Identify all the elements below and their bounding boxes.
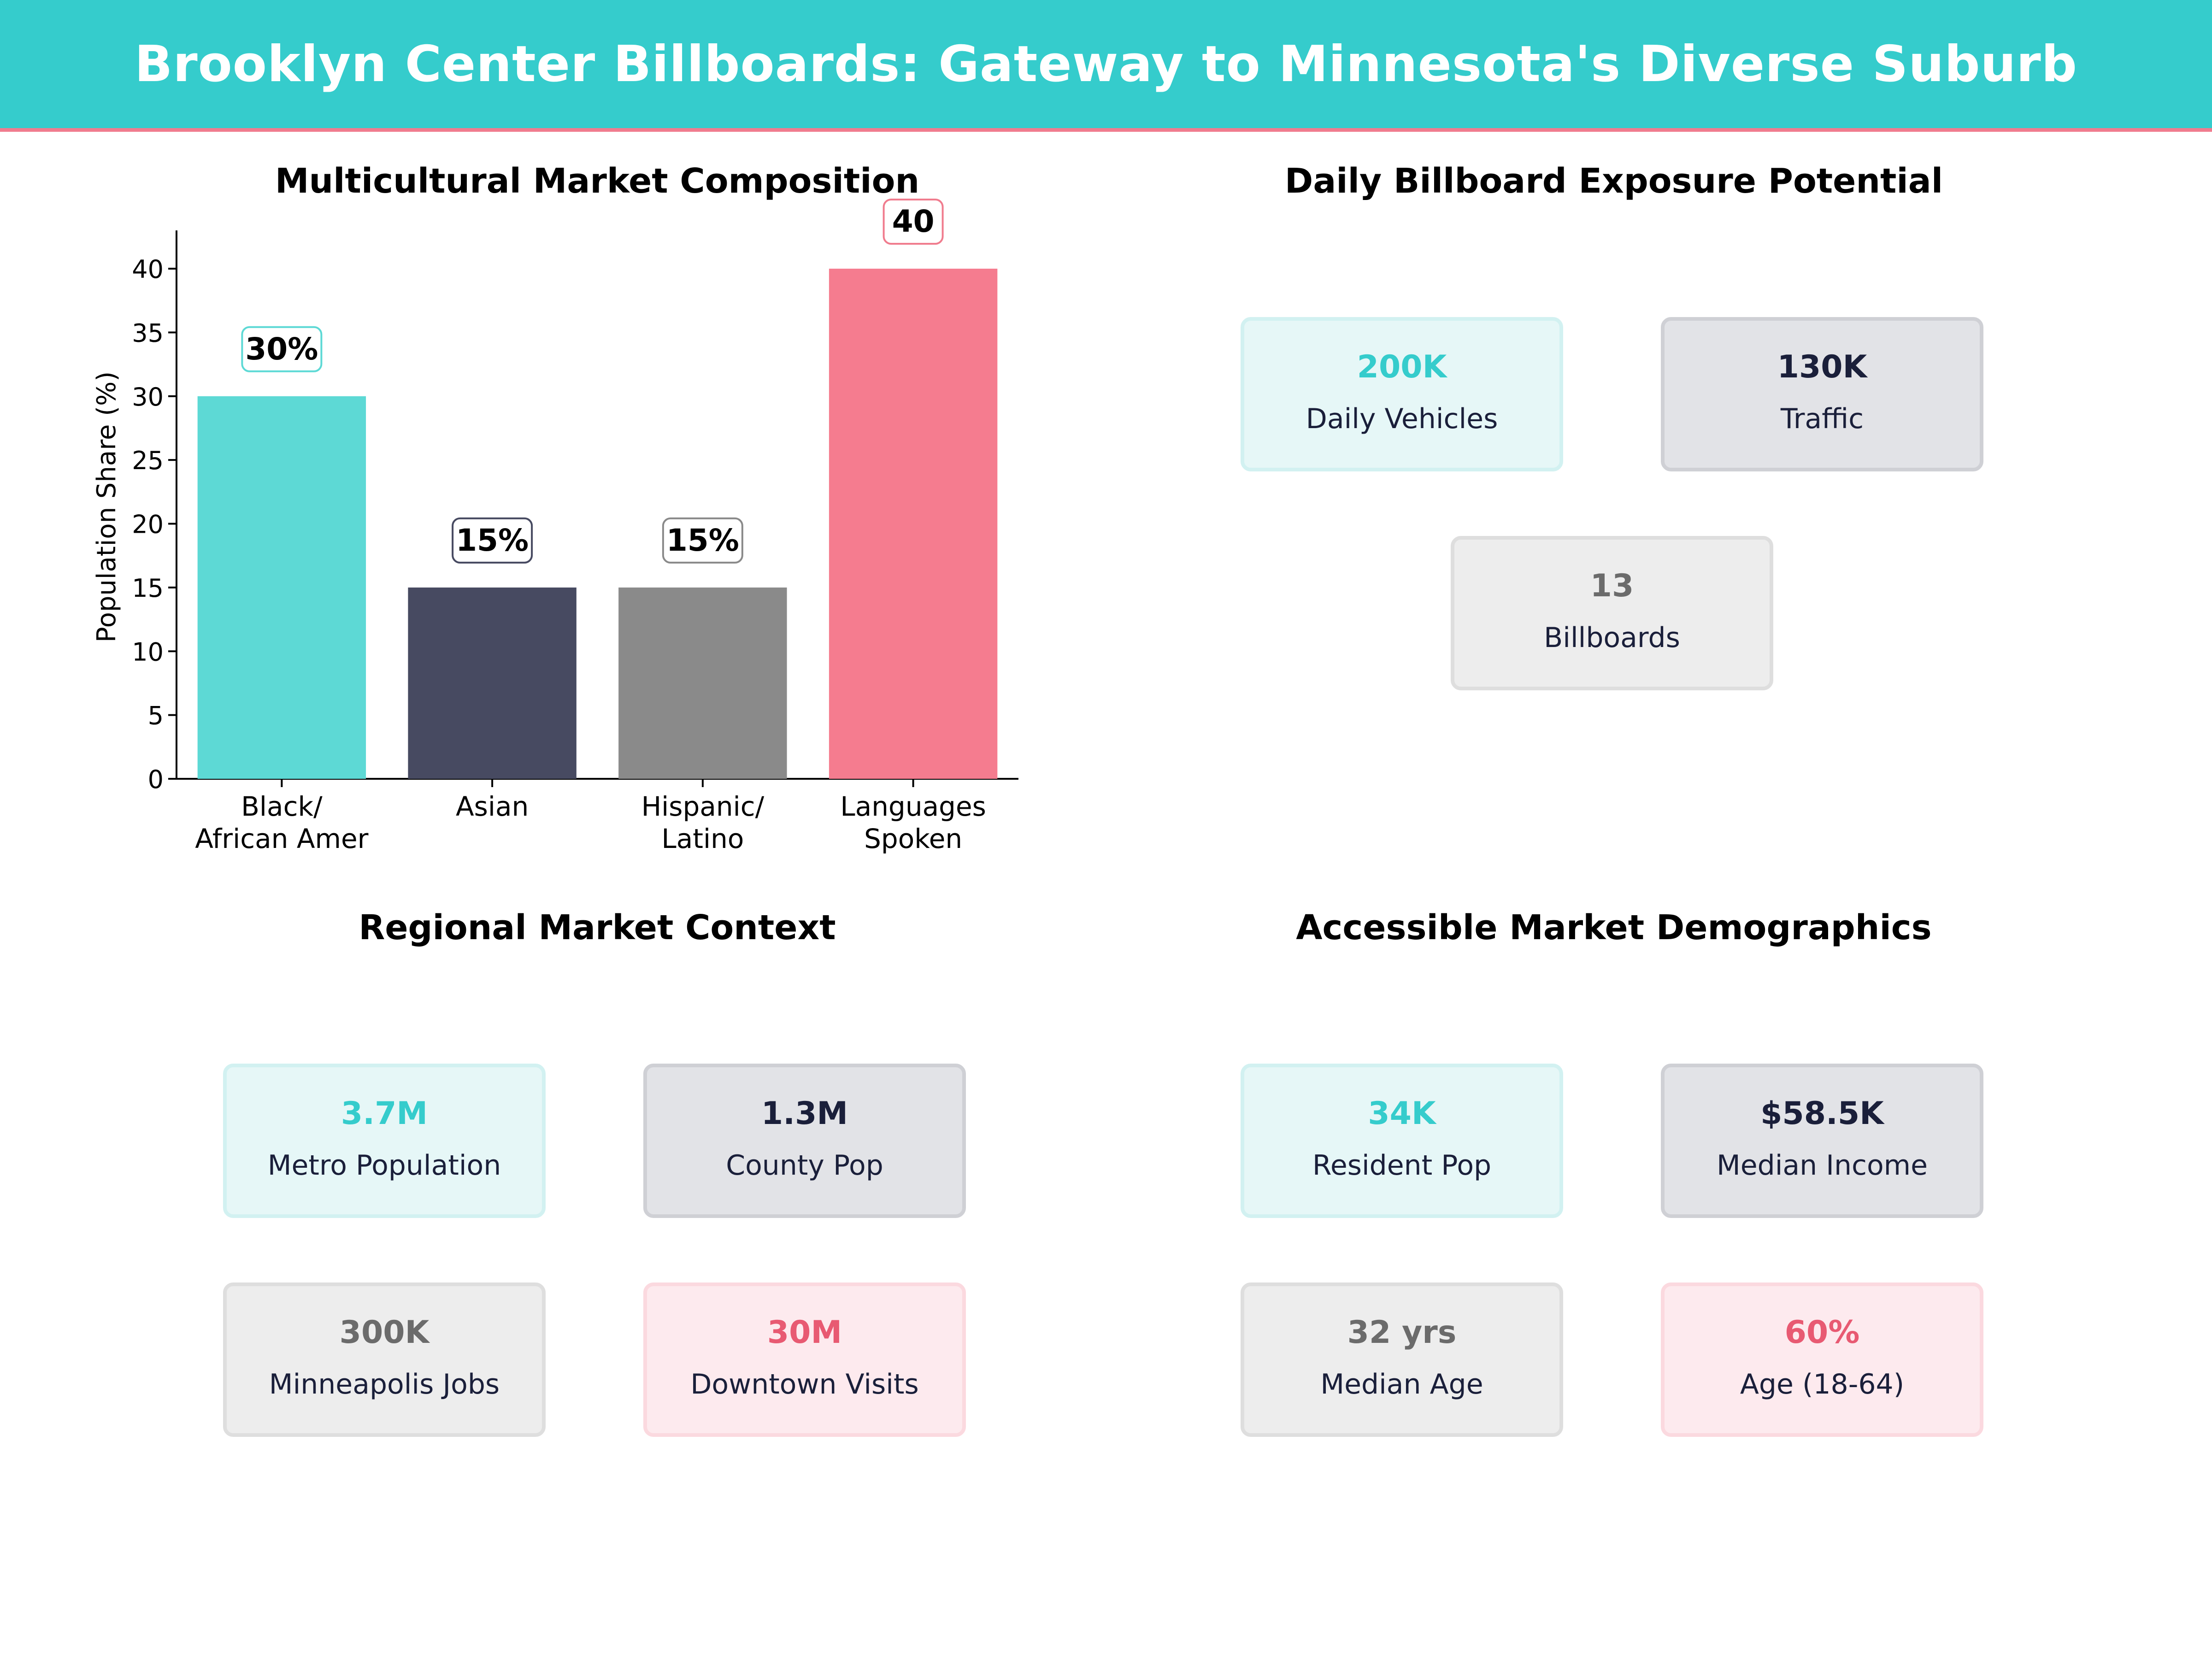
data-label-box [662, 517, 743, 564]
y-tick-label: 20 [132, 510, 164, 539]
header-banner: Brooklyn Center Billboards: Gateway to M… [0, 0, 2212, 132]
data-label-box [241, 326, 323, 372]
y-tick-label: 25 [132, 446, 164, 475]
stat-value: 34K [1368, 1095, 1436, 1132]
regional-stat-card: 3.7M Metro Population [223, 1064, 546, 1218]
x-tick-label: Black/ [241, 791, 323, 822]
x-tick-label: Languages [840, 791, 986, 822]
y-tick-label: 10 [132, 637, 164, 666]
y-axis-label: Population Share (%) [92, 371, 122, 642]
demographics-stat-card: 34K Resident Pop [1241, 1064, 1563, 1218]
y-tick-label: 5 [148, 701, 164, 730]
y-tick-label: 0 [148, 765, 164, 794]
demographics-stat-card: 32 yrs Median Age [1241, 1282, 1563, 1437]
bar [618, 587, 787, 779]
stat-label: Traffic [1780, 403, 1864, 435]
exposure-stat-card: 130K Traffic [1661, 317, 1983, 471]
composition-chart-title: Multicultural Market Composition [275, 161, 920, 201]
x-tick-label: Asian [456, 791, 529, 822]
stat-label: County Pop [726, 1149, 883, 1182]
stat-label: Age (18-64) [1740, 1368, 1905, 1400]
regional-stat-card: 1.3M County Pop [643, 1064, 966, 1218]
x-tick-label: African Amer [195, 823, 368, 854]
data-label-box [882, 199, 944, 245]
y-tick-label: 15 [132, 574, 164, 603]
x-tick-label: Latino [661, 823, 744, 854]
data-label: 15% [666, 523, 739, 558]
exposure-stat-card: 200K Daily Vehicles [1241, 317, 1563, 471]
stat-value: 3.7M [341, 1095, 428, 1132]
stat-label: Minneapolis Jobs [269, 1368, 500, 1400]
x-tick-label: Spoken [864, 823, 962, 854]
stat-value: 300K [339, 1314, 429, 1351]
exposure-panel-title: Daily Billboard Exposure Potential [1284, 161, 1943, 201]
stat-value: $58.5K [1760, 1095, 1884, 1132]
stat-value: 60% [1784, 1314, 1860, 1351]
stat-value: 13 [1590, 568, 1634, 604]
data-label: 15% [456, 523, 529, 558]
stat-value: 1.3M [761, 1095, 848, 1132]
data-label: 30% [245, 331, 318, 367]
page-title: Brooklyn Center Billboards: Gateway to M… [135, 35, 2077, 93]
regional-panel-title: Regional Market Context [359, 908, 836, 947]
bar [829, 269, 998, 779]
regional-stat-card: 30M Downtown Visits [643, 1282, 966, 1437]
demographics-stat-card: $58.5K Median Income [1661, 1064, 1983, 1218]
y-tick-label: 30 [132, 382, 164, 412]
y-tick-label: 35 [132, 318, 164, 347]
stat-value: 30M [767, 1314, 842, 1351]
stat-label: Median Income [1716, 1149, 1928, 1182]
bar [197, 396, 366, 779]
y-tick-label: 40 [132, 255, 164, 284]
x-tick-label: Hispanic/ [641, 791, 765, 822]
stat-label: Billboards [1544, 622, 1680, 654]
regional-stat-card: 300K Minneapolis Jobs [223, 1282, 546, 1437]
demographics-panel-title: Accessible Market Demographics [1296, 908, 1932, 947]
stat-value: 32 yrs [1347, 1314, 1457, 1351]
stat-label: Downtown Visits [690, 1368, 919, 1400]
demographics-stat-card: 60% Age (18-64) [1661, 1282, 1983, 1437]
bar [408, 587, 577, 779]
exposure-stat-card: 13 Billboards [1451, 536, 1773, 690]
data-label: 40 [892, 204, 935, 239]
stat-label: Resident Pop [1312, 1149, 1492, 1182]
data-label-box [452, 517, 533, 564]
stat-label: Metro Population [267, 1149, 501, 1182]
stat-value: 130K [1777, 349, 1867, 385]
stat-label: Median Age [1320, 1368, 1483, 1400]
stat-value: 200K [1357, 349, 1447, 385]
stat-label: Daily Vehicles [1306, 403, 1498, 435]
